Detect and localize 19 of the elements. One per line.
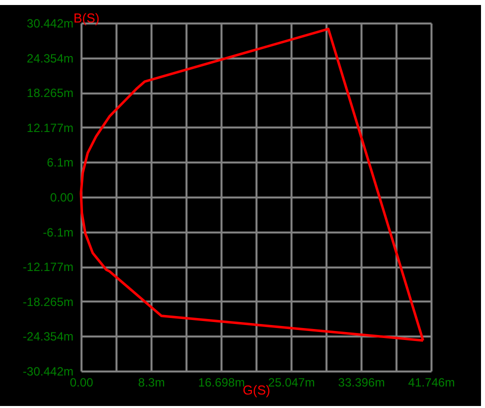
y-tick-label: 12.177m xyxy=(26,120,74,135)
y-tick-label: -18.265m xyxy=(22,294,74,309)
y-tick-label: -6.1m xyxy=(42,225,74,240)
y-tick-label: 30.442m xyxy=(26,16,74,30)
x-tick-label: 33.396m xyxy=(338,376,385,390)
x-tick-label: 41.746m xyxy=(408,376,455,390)
y-tick-label: 0.00 xyxy=(50,190,74,204)
y-tick-label: -12.177m xyxy=(22,260,74,274)
y-tick-label: 24.354m xyxy=(26,51,74,66)
y-tick-label: -24.354m xyxy=(22,330,74,344)
x-tick-label: 16.698m xyxy=(198,376,245,390)
y-tick-label: 18.265m xyxy=(26,86,74,100)
y-tick-label: 6.1m xyxy=(46,156,74,170)
x-axis-title: G(S) xyxy=(242,382,270,398)
x-tick-label: 8.3m xyxy=(138,376,165,390)
x-tick-label: 0.00 xyxy=(70,376,94,390)
y-axis-title: B(S) xyxy=(74,10,100,26)
x-tick-label: 25.047m xyxy=(268,376,315,390)
y-tick-label: -30.442m xyxy=(22,364,74,378)
